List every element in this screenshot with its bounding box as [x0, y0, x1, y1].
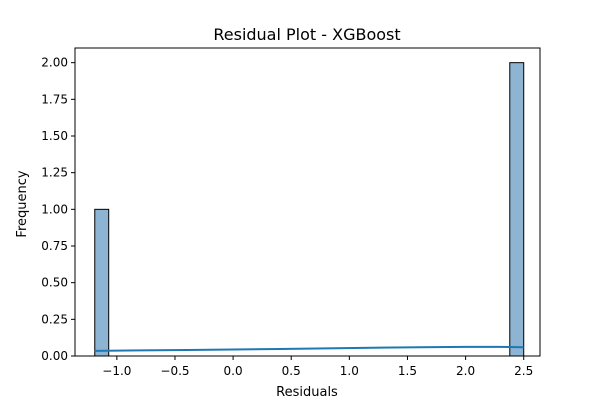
x-axis-title: Residuals [276, 385, 338, 400]
x-tick-label: 2.5 [514, 364, 533, 378]
y-tick-label: 0.50 [41, 276, 68, 290]
x-tick-label: 1.0 [340, 364, 359, 378]
histogram-bar-1 [94, 208, 110, 357]
chart-title: Residual Plot - XGBoost [213, 25, 400, 44]
histogram-bar-2 [509, 62, 525, 357]
y-tick-label: 0.00 [41, 349, 68, 363]
x-tick-label: 0.0 [224, 364, 243, 378]
y-tick-label: 1.00 [41, 202, 68, 216]
x-tick-label: −1.0 [102, 364, 131, 378]
x-tick-label: 1.5 [398, 364, 417, 378]
y-tick-label: 1.75 [41, 92, 68, 106]
y-tick-label: 0.25 [41, 312, 68, 326]
plot-frame [74, 47, 541, 357]
axes: −1.0 −0.5 0.0 0.5 1.0 1.5 2.0 2.5 0.00 0.25 0.50 0.… [41, 47, 541, 378]
y-tick-label: 2.00 [41, 56, 68, 70]
plot-area [94, 62, 525, 357]
x-tick-label: −0.5 [160, 364, 189, 378]
y-tick-label: 1.50 [41, 129, 68, 143]
kde-line [94, 345, 524, 352]
y-tick-label: 1.25 [41, 166, 68, 180]
y-axis-title: Frequency [15, 170, 30, 237]
x-tick-label: 2.0 [456, 364, 475, 378]
y-tick-label: 0.75 [41, 239, 68, 253]
x-tick-label: 0.5 [282, 364, 301, 378]
